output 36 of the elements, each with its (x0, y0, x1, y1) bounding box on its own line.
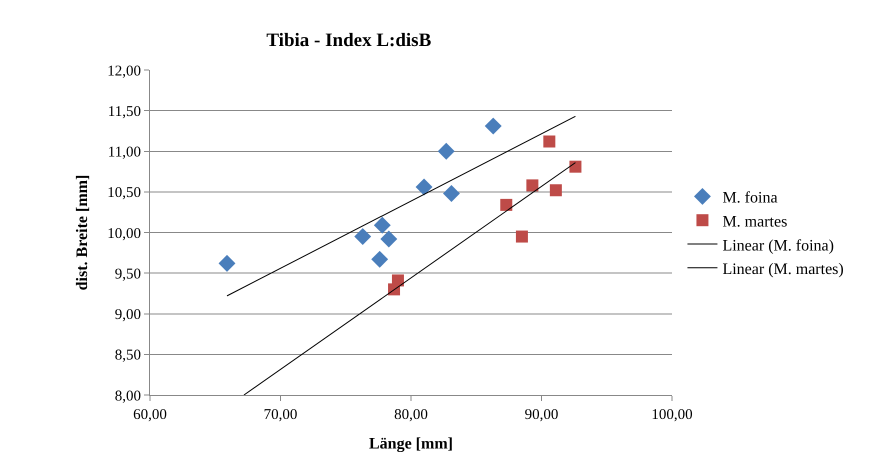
y-tick-label: 9,50 (114, 266, 141, 282)
y-tick-label: 9,00 (114, 307, 141, 323)
y-tick-label: 11,50 (108, 104, 141, 120)
point (371, 250, 388, 268)
point (443, 185, 460, 202)
point (569, 160, 582, 173)
x-axis-title: Länge [mm] (369, 436, 453, 453)
point (516, 230, 528, 243)
y-tick-label: 10,00 (107, 226, 141, 242)
x-tick-label: 90,00 (524, 407, 558, 423)
x-tick-label: 70,00 (264, 407, 298, 423)
point (354, 228, 372, 246)
y-tick-label: 12,00 (107, 63, 141, 80)
legend-label: M. foina (722, 190, 778, 207)
point (218, 254, 236, 272)
x-tick-label: 100,00 (651, 407, 693, 423)
point (416, 178, 432, 196)
x-tick-label: 60,00 (133, 407, 167, 423)
x-tick-label: 80,00 (394, 407, 428, 423)
y-tick-label: 8,50 (114, 348, 141, 364)
y-axis-title: dist. Breite [mm] (74, 174, 92, 290)
y-tick-label: 10,50 (107, 185, 141, 202)
point (550, 184, 562, 196)
y-tick-label: 8,00 (114, 388, 141, 404)
legend-label: M. martes (722, 213, 788, 230)
point (500, 198, 512, 211)
point (484, 118, 502, 135)
point (374, 216, 391, 234)
point (543, 136, 556, 148)
legend-label: Linear (M. martes) (722, 261, 844, 278)
legend-label: Linear (M. foina) (722, 237, 834, 254)
y-tick-label: 11,00 (108, 144, 141, 160)
point (380, 230, 398, 248)
chart-title: Tibia - Index L:disB (266, 30, 432, 51)
point (526, 179, 538, 192)
point (438, 142, 455, 160)
